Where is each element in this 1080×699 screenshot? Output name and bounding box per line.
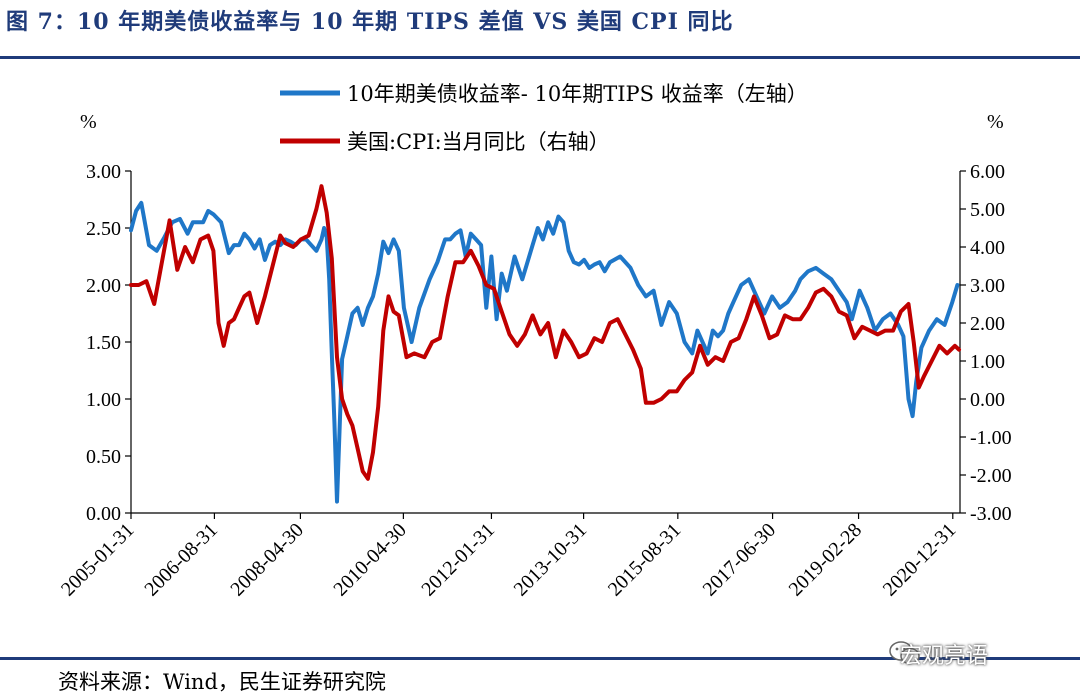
x-tick-label: 2008-04-30: [226, 519, 308, 601]
left-tick-label: 2.00: [86, 275, 121, 297]
right-tick-label: 0.00: [970, 389, 1005, 411]
left-tick-label: 3.00: [86, 161, 121, 183]
x-tick-label: 2019-02-28: [785, 519, 867, 601]
legend-blue-label: 10年期美债收益率- 10年期TIPS 收益率（左轴）: [347, 82, 808, 106]
left-tick-label: 0.00: [86, 503, 121, 525]
x-tick-label: 2010-04-30: [329, 519, 411, 601]
x-tick-label: 2005-01-31: [57, 519, 139, 601]
right-tick-label: -1.00: [970, 427, 1012, 449]
source-note: 资料来源：Wind，民生证券研究院: [58, 670, 386, 694]
x-tick-label: 2020-12-31: [879, 519, 961, 601]
right-tick-label: 5.00: [970, 199, 1005, 221]
right-tick-label: 6.00: [970, 161, 1005, 183]
right-tick-label: 3.00: [970, 275, 1005, 297]
wechat-icon: [889, 641, 920, 665]
top-rule: [0, 56, 1080, 59]
right-tick-label: 4.00: [970, 237, 1005, 259]
legend-red-label: 美国:CPI:当月同比（右轴）: [347, 130, 610, 154]
watermark: 宏观亮语: [900, 644, 989, 669]
left-tick-label: 1.50: [86, 332, 121, 354]
x-tick-label: 2006-08-31: [140, 519, 222, 601]
left-tick-label: 2.50: [86, 218, 121, 240]
series-line-spread: [129, 200, 960, 504]
series-layer: [129, 184, 961, 504]
left-axis-unit: %: [80, 111, 97, 133]
left-tick-label: 0.50: [86, 446, 121, 468]
ticks-layer: 0.00 0.50 1.00 1.50 2.00 2.50 3.00 -3.00 -2.00 -1…: [57, 161, 1012, 601]
bottom-rule: [0, 657, 1080, 660]
right-tick-label: 2.00: [970, 313, 1005, 335]
x-tick-label: 2015-08-31: [604, 519, 686, 601]
right-axis-unit: %: [987, 111, 1004, 133]
x-tick-label: 2013-10-31: [510, 519, 592, 601]
figure-title: 图 7：10 年期美债收益率与 10 年期 TIPS 差值 VS 美国 CPI …: [6, 9, 734, 35]
right-tick-label: 1.00: [970, 351, 1005, 373]
x-tick-label: 2012-01-31: [417, 519, 499, 601]
right-tick-label: -3.00: [970, 503, 1012, 525]
left-tick-label: 1.00: [86, 389, 121, 411]
x-tick-label: 2017-06-30: [699, 519, 781, 601]
series-line-cpi: [129, 184, 961, 481]
right-tick-label: -2.00: [970, 465, 1012, 487]
